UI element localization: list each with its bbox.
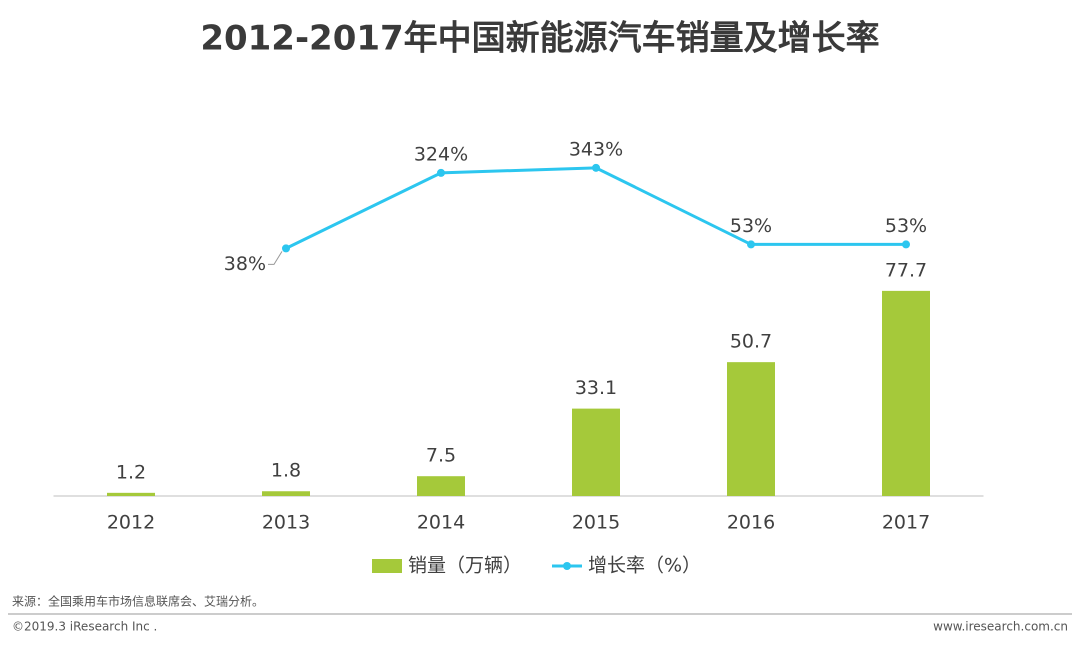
chart-title: 2012-2017年中国新能源汽车销量及增长率 — [200, 19, 879, 59]
data-label: 1.2 — [116, 461, 146, 483]
footer-right: www.iresearch.com.cn — [933, 620, 1068, 634]
bar — [572, 408, 620, 496]
legend-swatch — [563, 562, 571, 570]
data-label: 1.8 — [271, 460, 301, 482]
x-tick-label: 2014 — [417, 512, 465, 534]
legend-label: 销量（万辆） — [408, 555, 522, 577]
data-label: 53% — [730, 215, 772, 237]
line-point — [592, 163, 600, 172]
data-label: 50.7 — [730, 331, 772, 353]
bar — [417, 476, 465, 496]
x-tick-label: 2017 — [882, 512, 930, 534]
data-label: 33.1 — [575, 377, 617, 399]
bar — [727, 362, 775, 496]
line-point — [747, 240, 755, 249]
bar — [262, 491, 310, 496]
line — [285, 166, 906, 250]
leader-line — [268, 251, 283, 265]
data-label: 53% — [885, 215, 927, 237]
legend-swatch — [372, 559, 402, 573]
bar — [882, 290, 930, 496]
footer-left: ©2019.3 iResearch Inc . — [12, 620, 157, 634]
line-point — [437, 168, 445, 177]
line-point — [282, 244, 290, 253]
x-tick-label: 2013 — [262, 512, 310, 534]
x-tick-label: 2015 — [572, 512, 620, 534]
data-label: 38% — [224, 253, 266, 275]
data-label: 343% — [569, 138, 623, 160]
data-label: 77.7 — [885, 259, 927, 281]
bar — [107, 492, 155, 496]
line-point — [902, 240, 910, 249]
data-label: 7.5 — [426, 445, 456, 467]
x-tick-label: 2012 — [107, 512, 155, 534]
data-label: 324% — [414, 143, 468, 165]
source: 来源：全国乘用车市场信息联席会、艾瑞分析。 — [12, 594, 264, 609]
x-tick-label: 2016 — [727, 512, 775, 534]
legend-label: 增长率（%） — [588, 555, 701, 577]
